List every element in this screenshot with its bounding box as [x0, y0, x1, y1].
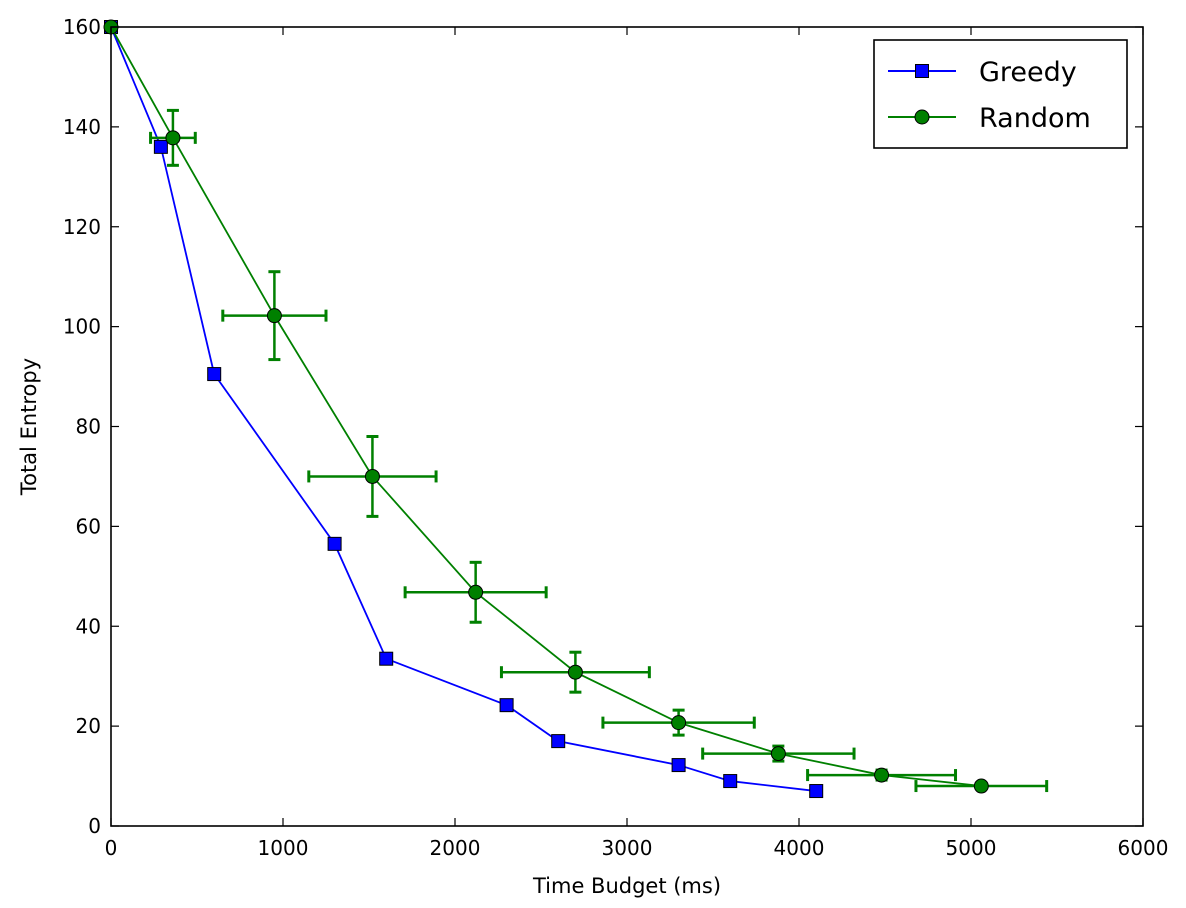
y-tick-label: 60 [76, 514, 101, 538]
data-point [153, 139, 168, 154]
legend-item-greedy: Greedy [888, 57, 1077, 88]
x-axis-label: Time Budget (ms) [532, 874, 721, 898]
legend-box [873, 39, 1128, 149]
data-point [551, 734, 566, 749]
data-point [809, 784, 824, 799]
series-random [103, 19, 1049, 794]
legend: Greedy Random [873, 39, 1128, 149]
plot-background [111, 27, 1143, 826]
series-line [110, 26, 982, 787]
data-point [499, 698, 514, 713]
data-point [567, 664, 583, 680]
data-point [379, 651, 394, 666]
data-point [973, 778, 989, 794]
data-point [364, 468, 380, 484]
x-tick-label: 6000 [1118, 836, 1169, 860]
y-axis-label: Total Entropy [17, 358, 41, 496]
data-point [468, 584, 484, 600]
y-tick-label: 0 [88, 814, 101, 838]
y-tick-label: 20 [76, 714, 101, 738]
x-tick-label: 0 [105, 836, 118, 860]
data-point [207, 367, 222, 382]
data-point [671, 758, 686, 773]
legend-item-random: Random [888, 103, 1091, 134]
y-tick-label: 140 [63, 115, 101, 139]
plot-area [111, 27, 1143, 826]
plot-border [110, 26, 1144, 827]
data-point [874, 767, 890, 783]
y-tick-label: 100 [63, 315, 101, 339]
y-tick-label: 120 [63, 215, 101, 239]
x-tick-label: 5000 [946, 836, 997, 860]
y-tick-label: 40 [76, 614, 101, 638]
data-point [165, 130, 181, 146]
legend-marker [915, 64, 929, 78]
data-point [723, 774, 738, 789]
y-tick-label: 80 [76, 415, 101, 439]
data-point [266, 308, 282, 324]
data-point [770, 746, 786, 762]
x-tick-label: 4000 [774, 836, 825, 860]
axis-ticks: 0 1000 2000 3000 4000 5000 6000 0 20 40 60 80 100 120… [63, 15, 1169, 860]
legend-label: Greedy [979, 57, 1077, 88]
x-tick-label: 2000 [430, 836, 481, 860]
y-tick-label: 160 [63, 15, 101, 39]
legend-marker [914, 109, 930, 125]
data-point [671, 715, 687, 731]
x-tick-label: 1000 [258, 836, 309, 860]
x-tick-label: 3000 [602, 836, 653, 860]
series-line [110, 26, 817, 792]
legend-label: Random [979, 103, 1091, 134]
data-point [327, 536, 342, 551]
series-layer [103, 19, 1049, 799]
